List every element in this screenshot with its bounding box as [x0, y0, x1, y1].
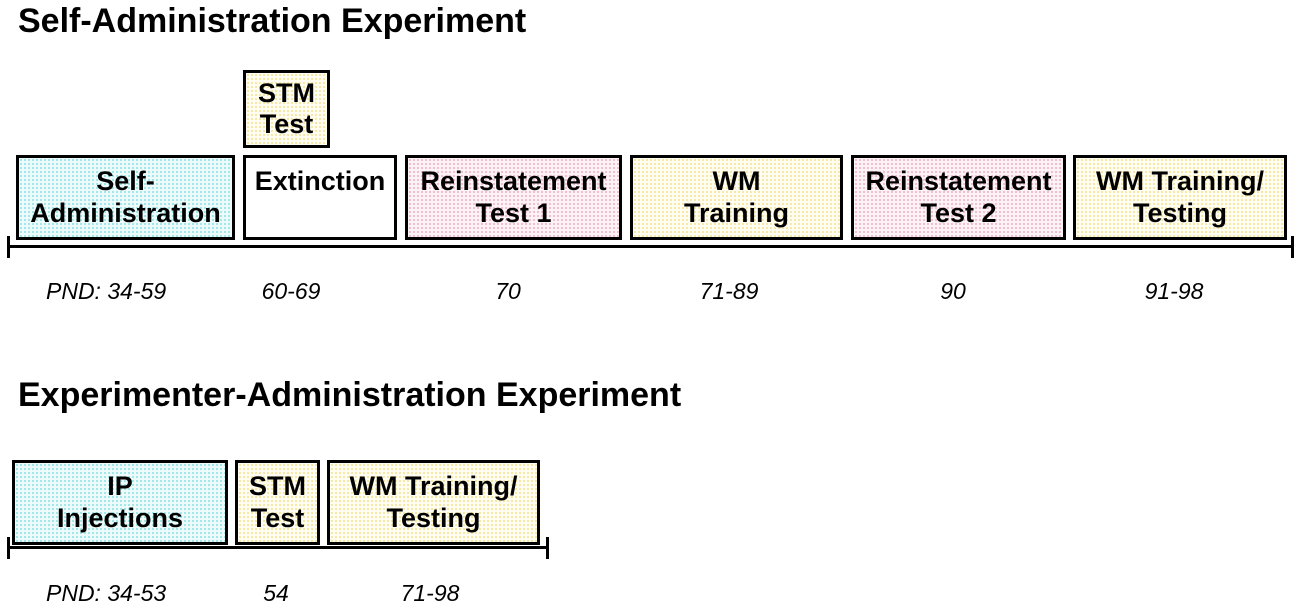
sa-reinstatement-1-box: Reinstatement Test 1 [405, 155, 622, 240]
sa-wm-training-testing-line2: Testing [1133, 197, 1227, 228]
ea-stm-test-line1: STM [249, 471, 306, 502]
sa-pnd-label-3: 71-89 [699, 278, 759, 304]
sa-reinstatement-2-box: Reinstatement Test 2 [851, 155, 1066, 240]
ea-ip-injections-line1: IP [107, 471, 133, 502]
sa-wm-training-testing-box: WM Training/ Testing [1073, 155, 1287, 240]
sa-stm-test-box: STM Test [243, 70, 330, 148]
sa-wm-training-testing-line1: WM Training/ [1096, 166, 1264, 197]
sa-reinstatement-1-line2: Test 1 [475, 197, 552, 228]
ea-pnd-label-2: 71-98 [400, 580, 460, 606]
sa-reinstatement-1-line1: Reinstatement [420, 166, 607, 197]
experimenter-admin-title: Experimenter-Administration Experiment [18, 376, 682, 414]
sa-stm-test-line1: STM [258, 77, 315, 108]
sa-pnd-label-5: 91-98 [1144, 278, 1204, 304]
sa-wm-training-line2: Training [683, 197, 789, 228]
ea-stm-test-box: STM Test [235, 460, 320, 545]
sa-pnd-label-0: PND: 34-59 [46, 278, 167, 304]
sa-self-administration-line2: Administration [30, 197, 221, 228]
ea-wm-training-testing-line2: Testing [386, 502, 481, 533]
self-admin-title: Self-Administration Experiment [18, 2, 527, 40]
ea-pnd-label-1: 54 [263, 580, 289, 606]
ea-pnd-label-0: PND: 34-53 [46, 580, 167, 606]
sa-reinstatement-2-line1: Reinstatement [865, 166, 1052, 197]
sa-timeline-tick-end [1291, 236, 1294, 258]
sa-timeline-tick-start [7, 236, 10, 258]
sa-timeline-axis [8, 245, 1294, 248]
sa-reinstatement-2-line2: Test 2 [920, 197, 997, 228]
ea-wm-training-testing-line1: WM Training/ [349, 471, 518, 502]
sa-extinction-line1: Extinction [254, 166, 386, 196]
sa-extinction-box: Extinction [243, 155, 397, 240]
sa-pnd-label-2: 70 [495, 278, 521, 304]
sa-self-administration-line1: Self- [96, 166, 155, 197]
ea-wm-training-testing-box: WM Training/ Testing [327, 460, 540, 545]
ea-timeline-axis [8, 546, 549, 549]
sa-pnd-label-1: 60-69 [261, 278, 321, 304]
ea-stm-test-line2: Test [250, 502, 305, 533]
ea-ip-injections-box: IP Injections [12, 460, 228, 545]
ea-timeline-tick-end [546, 537, 549, 559]
sa-pnd-label-4: 90 [940, 278, 966, 304]
ea-timeline-tick-start [7, 537, 10, 559]
ea-ip-injections-line2: Injections [56, 502, 184, 533]
sa-stm-test-line2: Test [259, 109, 314, 139]
sa-wm-training-box: WM Training [630, 155, 843, 240]
sa-wm-training-line1: WM [712, 166, 761, 197]
sa-self-administration-box: Self- Administration [16, 155, 235, 240]
